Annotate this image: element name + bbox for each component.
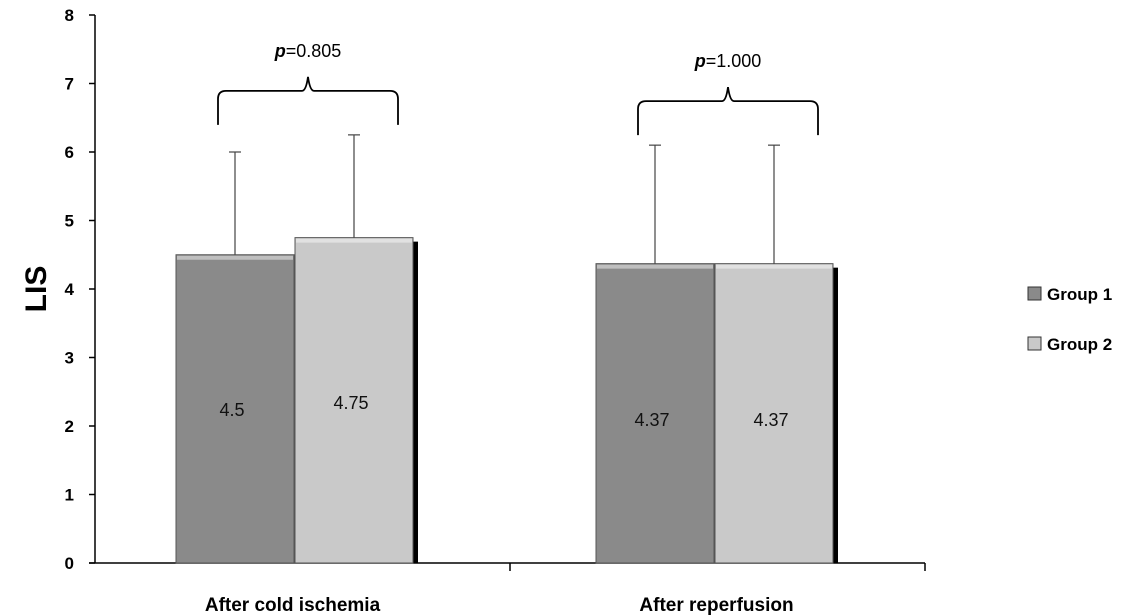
legend: Group 1 Group 2 [1027,285,1112,354]
bar-bevel [177,255,293,260]
bar-1-2 [595,263,715,564]
x-category-label: After reperfusion [639,595,793,616]
y-tick-label: 1 [65,486,74,505]
legend-swatch [1027,336,1042,351]
bar-shadow [833,267,838,563]
legend-swatch [1027,286,1042,301]
y-tick-label: 6 [65,143,74,162]
labels: LIS 4.5 4.75 After cold ischemia 4.37 4.37 Aft… [20,266,794,616]
y-tick-label: 5 [65,212,74,231]
significance-brace [637,87,819,136]
bar-value-label: 4.37 [634,410,669,430]
p-value: =0.805 [286,41,342,61]
y-tick-label: 7 [65,75,74,94]
bar-value-label: 4.75 [333,393,368,413]
y-tick-label: 2 [65,417,74,436]
y-axis-title: LIS [20,266,53,313]
significance-brace [217,76,399,125]
legend-label: Group 2 [1047,335,1112,354]
bar-bevel [597,264,713,269]
x-category-label: After cold ischemia [205,595,381,616]
p-value-label: p=1.000 [694,51,762,71]
bar-bevel [296,238,412,243]
y-tick-label: 4 [65,280,75,299]
bar-value-label: 4.37 [753,410,788,430]
bar-value-label: 4.5 [219,400,244,420]
error-bars [229,134,780,264]
bar-2-2 [714,263,834,564]
y-tick-label: 3 [65,349,74,368]
bar-shadow [413,241,418,563]
y-tick-label: 0 [65,554,74,573]
p-value-label: p=0.805 [274,41,342,61]
bar-2-1 [294,237,414,564]
p-value: =1.000 [706,51,762,71]
p-symbol: p [694,51,706,71]
y-tick-label: 8 [65,6,74,25]
bars [175,237,838,564]
legend-label: Group 1 [1047,285,1112,304]
p-symbol: p [274,41,286,61]
bar-bevel [716,264,832,269]
bar-1-1 [175,254,295,564]
